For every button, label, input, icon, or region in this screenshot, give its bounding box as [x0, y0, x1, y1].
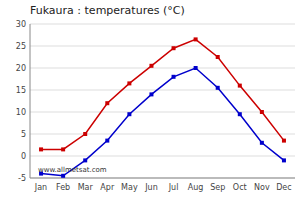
point-marker: [149, 64, 153, 68]
y-tick-label: 0: [21, 152, 26, 161]
y-tick-label: 20: [16, 64, 26, 73]
chart-container: Fukaura : temperatures (°C) -5 0 5 10 15 20 25 3…: [0, 0, 305, 200]
y-tick-label: 5: [21, 130, 26, 139]
point-marker: [83, 158, 87, 162]
x-tick-label: Jan: [34, 183, 47, 192]
point-marker: [39, 147, 43, 151]
point-marker: [149, 92, 153, 96]
point-marker: [238, 112, 242, 116]
series-line: [41, 68, 284, 176]
series-line: [41, 39, 284, 149]
point-marker: [282, 158, 286, 162]
grid-line: [30, 112, 295, 113]
x-tick-label: Nov: [254, 183, 270, 192]
point-marker: [216, 86, 220, 90]
point-marker: [61, 174, 65, 178]
point-marker: [260, 141, 264, 145]
plot-area: [39, 37, 286, 177]
y-tick-label: 10: [16, 108, 26, 117]
x-tick-label: Feb: [56, 183, 70, 192]
x-tick-label: Jul: [168, 183, 179, 192]
point-marker: [260, 110, 264, 114]
point-marker: [83, 132, 87, 136]
point-marker: [194, 66, 198, 70]
x-tick-label: Oct: [233, 183, 247, 192]
x-tick-label: Sep: [210, 183, 225, 192]
y-tick-label: -5: [18, 174, 26, 183]
grid-line: [30, 46, 295, 47]
grid-line: [30, 178, 295, 179]
watermark: www.allmetsat.com: [38, 166, 107, 174]
point-marker: [172, 75, 176, 79]
grid-line: [30, 24, 295, 25]
grid-line: [30, 68, 295, 69]
grid-line: [30, 90, 295, 91]
point-marker: [194, 37, 198, 41]
title: Fukaura : temperatures (°C): [30, 4, 185, 17]
y-axis-line: [30, 24, 31, 178]
y-tick-label: 25: [16, 42, 26, 51]
point-marker: [216, 55, 220, 59]
x-tick-label: Apr: [100, 183, 115, 192]
x-tick-label: May: [121, 183, 138, 192]
y-tick-label: 15: [16, 86, 26, 95]
point-marker: [105, 139, 109, 143]
x-axis-line: [30, 178, 295, 179]
point-marker: [282, 139, 286, 143]
x-tick-label: Jun: [144, 183, 158, 192]
point-marker: [127, 81, 131, 85]
y-tick-label: 30: [16, 20, 26, 29]
chart: Fukaura : temperatures (°C) -5 0 5 10 15 20 25 3…: [0, 0, 305, 200]
point-marker: [172, 46, 176, 50]
point-marker: [61, 147, 65, 151]
grid-line: [30, 156, 295, 157]
point-marker: [105, 101, 109, 105]
x-tick-label: Mar: [78, 183, 94, 192]
point-marker: [238, 84, 242, 88]
x-tick-label: Dec: [276, 183, 291, 192]
point-marker: [127, 112, 131, 116]
x-tick-label: Aug: [188, 183, 204, 192]
